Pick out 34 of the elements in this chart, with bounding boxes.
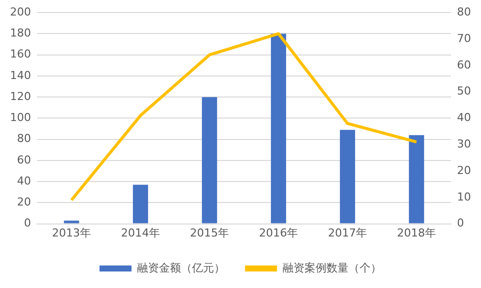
y2-tick-label: 60 [457, 58, 472, 72]
y2-tick-label: 30 [457, 137, 472, 150]
y2-tick-label: 80 [457, 5, 472, 18]
x-tick-label: 2018年 [397, 226, 436, 240]
y-tick-label: 180 [10, 26, 31, 40]
y-tick-label: 80 [16, 132, 31, 146]
bar [64, 220, 80, 224]
y2-tick-label: 10 [457, 190, 472, 204]
y-tick-label: 40 [16, 174, 31, 188]
legend-label: 融资案例数量（个） [282, 261, 382, 274]
y-tick-label: 60 [16, 153, 31, 166]
legend-label: 融资金额（亿元） [137, 261, 225, 274]
x-tick-label: 2013年 [52, 226, 91, 240]
y-tick-label: 160 [10, 48, 31, 61]
x-tick-label: 2014年 [120, 226, 160, 240]
y-tick-label: 200 [10, 5, 31, 18]
y2-tick-label: 70 [457, 32, 472, 45]
y2-tick-label: 40 [457, 111, 472, 124]
bar [270, 34, 286, 224]
y-tick-label: 140 [10, 68, 31, 82]
y2-tick-label: 0 [457, 216, 464, 230]
bar [132, 184, 148, 224]
x-tick-label: 2017年 [328, 226, 367, 240]
bar [340, 130, 356, 224]
y2-tick-label: 20 [457, 164, 472, 177]
y-tick-label: 20 [16, 196, 31, 209]
y2-tick-label: 50 [457, 84, 472, 98]
x-tick-label: 2016年 [259, 226, 298, 240]
bar [408, 135, 424, 224]
bar [202, 97, 218, 224]
x-tick-label: 2015年 [190, 226, 229, 240]
y-tick-label: 100 [10, 111, 31, 124]
y-tick-label: 120 [10, 90, 31, 103]
y-tick-label: 0 [24, 216, 31, 230]
